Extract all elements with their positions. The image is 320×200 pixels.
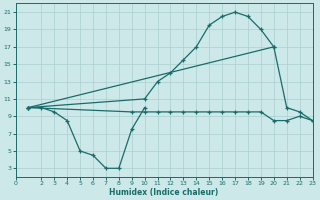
X-axis label: Humidex (Indice chaleur): Humidex (Indice chaleur) bbox=[109, 188, 219, 197]
